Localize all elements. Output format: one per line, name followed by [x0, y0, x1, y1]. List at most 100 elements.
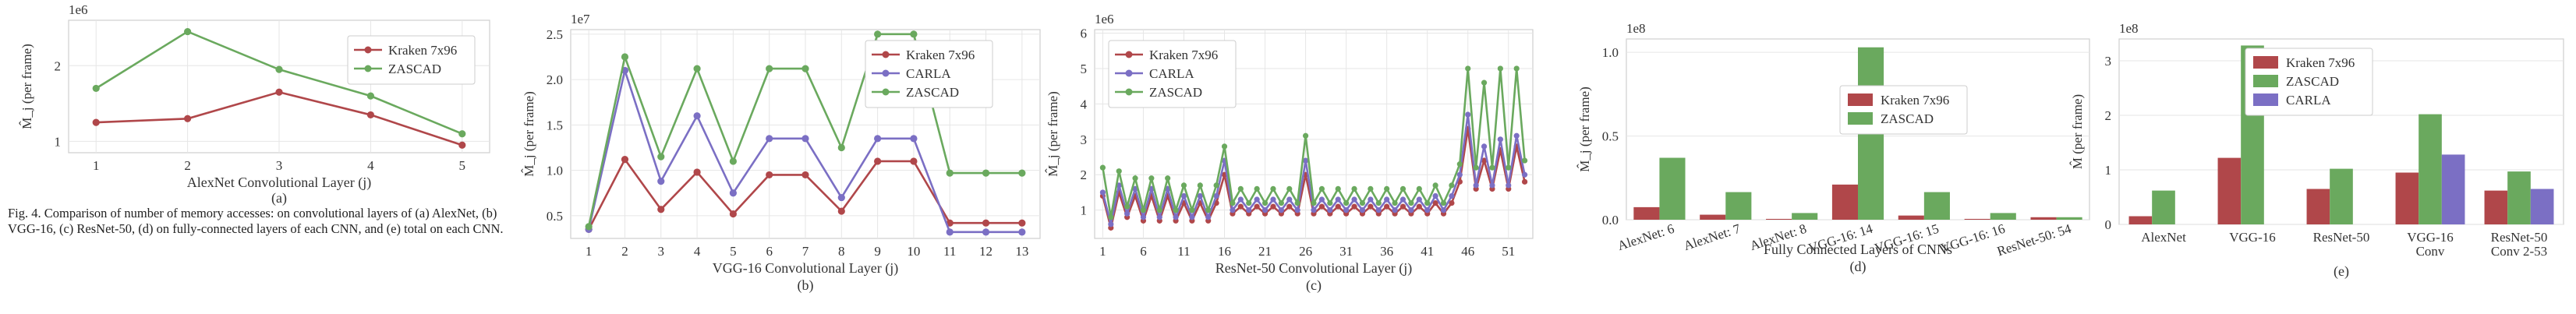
data-point: [1368, 203, 1374, 210]
data-point: [1302, 157, 1309, 164]
axis-exponent-label: 1e7: [571, 12, 590, 26]
data-point: [1440, 207, 1447, 213]
data-point: [1335, 185, 1341, 192]
data-point: [1156, 214, 1162, 221]
data-point: [1416, 185, 1422, 192]
x-tick-label: Conv 2-53: [2491, 244, 2547, 259]
data-point: [1286, 185, 1293, 192]
data-point: [693, 168, 701, 176]
figure-caption-label: Fig. 4.: [8, 206, 41, 221]
data-point: [1327, 207, 1333, 213]
data-point: [1335, 203, 1341, 210]
data-point: [766, 135, 773, 143]
data-point: [1513, 132, 1520, 139]
data-point: [1392, 207, 1398, 213]
x-tick-label: 36: [1380, 244, 1393, 259]
data-point: [766, 65, 773, 72]
legend-entry-label: Kraken 7x96: [388, 43, 457, 58]
y-tick-label: 0.0: [1602, 213, 1619, 228]
data-point: [874, 135, 882, 143]
data-point: [1506, 164, 1512, 171]
data-point: [1368, 196, 1374, 203]
bar-zascad: [1659, 157, 1686, 220]
data-point: [982, 219, 990, 227]
data-point: [1497, 136, 1503, 143]
legend-marker-swatch: [882, 51, 890, 58]
legend-entry-label: ZASCAD: [906, 85, 959, 100]
data-point: [982, 228, 990, 236]
data-point: [1473, 182, 1479, 189]
data-point: [1099, 189, 1106, 196]
data-point: [1197, 192, 1203, 199]
data-point: [1278, 207, 1284, 213]
bar-kraken-7x96: [2395, 172, 2419, 224]
y-tick-label: 0: [2105, 217, 2112, 232]
data-point: [1318, 196, 1325, 203]
data-point: [1399, 196, 1407, 203]
data-point: [1318, 203, 1325, 210]
x-tick-label: 46: [1461, 244, 1474, 259]
data-point: [1497, 65, 1503, 72]
y-tick-label: 1.5: [547, 118, 563, 132]
bar-zascad: [1923, 192, 1950, 220]
legend-marker-swatch: [1125, 69, 1133, 77]
legend-marker-swatch: [1125, 51, 1133, 58]
x-tick-label: VGG-16: [2229, 230, 2276, 245]
y-axis-label: M̂ (per frame): [2070, 94, 2085, 169]
data-point: [1189, 207, 1195, 213]
x-tick-label: ResNet-50: [2491, 230, 2548, 245]
x-tick-label: 4: [367, 158, 374, 173]
legend-entry-label: CARLA: [1149, 66, 1194, 81]
data-point: [1513, 65, 1520, 72]
data-point: [1384, 203, 1390, 210]
data-point: [1124, 203, 1131, 210]
bar-kraken-7x96: [2306, 189, 2330, 224]
data-point: [1506, 182, 1512, 189]
bar-kraken-7x96: [2128, 216, 2153, 224]
y-tick-label: 2: [2105, 108, 2112, 123]
x-tick-label: 9: [874, 244, 881, 259]
axis-exponent-label: 1e6: [1095, 12, 1114, 26]
bar-kraken-7x96: [1831, 184, 1858, 220]
bar-carla: [2441, 154, 2465, 224]
data-point: [1213, 182, 1219, 189]
legend-color-swatch: [2253, 56, 2278, 69]
x-tick-label: 10: [907, 244, 920, 259]
bar-zascad: [2507, 171, 2531, 224]
bar-carla: [2530, 189, 2554, 224]
data-point: [1375, 207, 1382, 213]
data-point: [1270, 196, 1276, 203]
x-tick-label: AlexNet: 7: [1682, 221, 1743, 253]
data-point: [1343, 207, 1350, 213]
data-point: [1432, 192, 1438, 199]
data-point: [1489, 164, 1495, 171]
data-point: [874, 157, 882, 165]
bar-kraken-7x96: [2484, 190, 2508, 224]
data-point: [910, 157, 918, 165]
data-point: [275, 65, 283, 73]
panel-label: (c): [1306, 277, 1322, 294]
y-tick-label: 2.0: [547, 72, 563, 87]
legend-marker-swatch: [882, 69, 890, 77]
y-tick-label: 1.0: [547, 164, 563, 178]
data-point: [1384, 185, 1390, 192]
axis-exponent-label: 1e6: [69, 2, 88, 17]
data-point: [1124, 210, 1131, 217]
y-tick-label: 2: [55, 58, 62, 73]
data-point: [693, 65, 701, 72]
x-tick-label: 2: [621, 244, 628, 259]
x-tick-label: 13: [1015, 244, 1028, 259]
data-point: [1286, 203, 1293, 210]
bar-kraken-7x96: [2217, 157, 2242, 224]
legend-color-swatch: [2253, 75, 2278, 87]
data-point: [946, 228, 954, 236]
x-tick-label: 7: [802, 244, 809, 259]
data-point: [1521, 178, 1528, 185]
data-point: [1180, 182, 1187, 189]
data-point: [946, 169, 954, 177]
y-tick-label: 3: [1081, 132, 1088, 147]
bar-zascad: [2330, 168, 2353, 224]
x-tick-label: 2: [184, 158, 191, 173]
data-point: [1399, 185, 1407, 192]
